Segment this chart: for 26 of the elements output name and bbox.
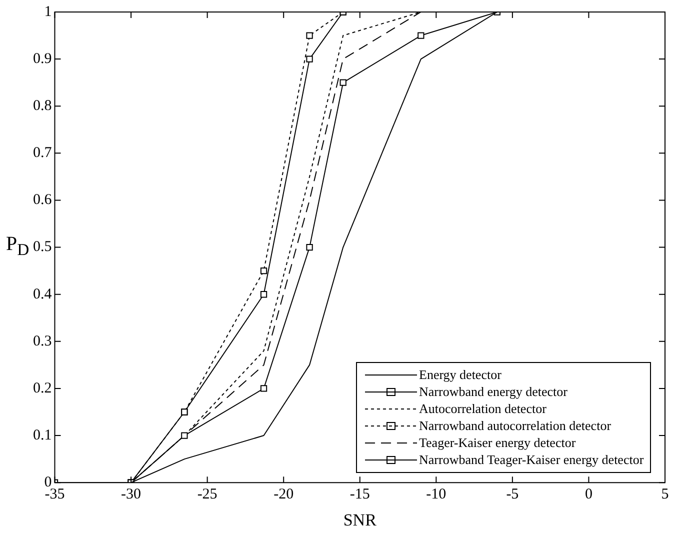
y-axis-title: P$_{D}$: [6, 233, 30, 260]
y-tick-label: 0.1: [33, 427, 52, 444]
y-tick-label: 0.6: [33, 192, 52, 208]
y-tick-label: 0.3: [33, 333, 52, 350]
y-tick-label: 0.2: [33, 380, 52, 396]
legend-label: Narrowband energy detector: [419, 384, 568, 400]
legend-label: Teager-Kaiser energy detector: [419, 434, 576, 451]
x-tick-label: -5: [506, 486, 519, 503]
legend-label: Autocorrelation detector: [419, 400, 546, 417]
y-tick-label: 1: [44, 4, 52, 20]
x-axis-title: SNR: [343, 510, 378, 530]
x-tick-label: -20: [274, 486, 294, 503]
x-tick-label: -10: [426, 486, 446, 503]
x-tick-label: -30: [121, 486, 142, 503]
y-tick-label: 0.4: [33, 286, 52, 302]
y-tick-label: 0.8: [33, 98, 52, 114]
x-tick-label: -15: [350, 486, 370, 503]
x-tick-label: 0: [584, 486, 592, 503]
legend-label: Narrowband autocorrelation detector: [419, 418, 612, 434]
y-tick-label: 0.5: [33, 239, 52, 256]
legend-label: Energy detector: [419, 366, 502, 383]
y-tick-label: 0.7: [33, 145, 52, 162]
y-tick-label: 0.9: [33, 51, 52, 67]
x-tick-label: 5: [661, 486, 669, 503]
x-tick-label: -25: [197, 486, 218, 503]
legend-label: Narrowband Teager-Kaiser energy detector: [419, 452, 644, 468]
